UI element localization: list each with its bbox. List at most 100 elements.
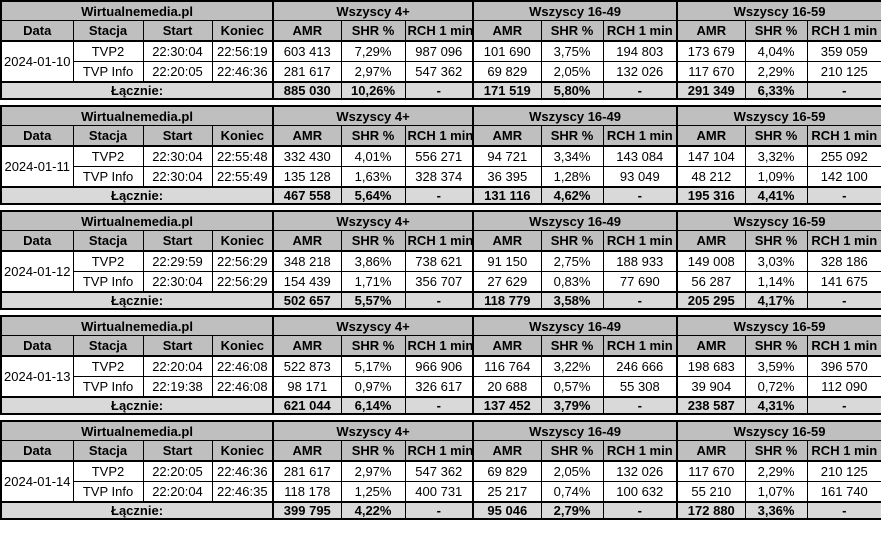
- total-shr-16-49-cell: 2,79%: [540, 501, 604, 520]
- shr-16-59-cell: 2,29%: [744, 61, 808, 83]
- date-cell: 2024-01-14: [0, 460, 74, 503]
- column-header-data: Data: [0, 440, 74, 462]
- station-cell: TVP2: [72, 460, 144, 482]
- shr-16-49-cell: 0,83%: [540, 271, 604, 293]
- start-time-cell: 22:20:04: [142, 355, 213, 377]
- start-time-cell: 22:20:05: [142, 460, 213, 482]
- group-header-all-16-49: Wszyscy 16-49: [472, 420, 678, 441]
- shr-4plus-cell: 1,71%: [340, 271, 406, 293]
- rch-4plus-cell: 328 374: [404, 166, 474, 188]
- column-header-shr: SHR %: [540, 20, 604, 42]
- column-header-koniec: Koniec: [211, 20, 274, 42]
- amr-16-59-cell: 149 008: [676, 250, 746, 272]
- total-amr-4plus-cell: 399 795: [272, 501, 342, 520]
- start-time-cell: 22:29:59: [142, 250, 213, 272]
- group-header-row: Wirtualnemedia.pl Wszyscy 4+ Wszyscy 16-…: [0, 210, 881, 231]
- column-header-stacja: Stacja: [72, 125, 144, 147]
- group-header-all-16-49: Wszyscy 16-49: [472, 210, 678, 231]
- end-time-cell: 22:46:08: [211, 376, 274, 398]
- shr-4plus-cell: 1,25%: [340, 481, 406, 503]
- column-header-shr: SHR %: [744, 20, 808, 42]
- rch-16-49-cell: 246 666: [602, 355, 678, 377]
- total-rch-16-59-cell: -: [806, 501, 881, 520]
- column-header-row: Data Stacja Start Koniec AMR SHR % RCH 1…: [0, 335, 881, 357]
- rch-16-59-cell: 328 186: [806, 250, 881, 272]
- total-rch-16-59-cell: -: [806, 186, 881, 205]
- group-header-row: Wirtualnemedia.pl Wszyscy 4+ Wszyscy 16-…: [0, 315, 881, 336]
- end-time-cell: 22:46:35: [211, 481, 274, 503]
- total-label: Łącznie:: [0, 291, 274, 310]
- total-shr-16-59-cell: 6,33%: [744, 81, 808, 100]
- amr-16-49-cell: 69 829: [472, 61, 542, 83]
- station-cell: TVP Info: [72, 271, 144, 293]
- station-cell: TVP2: [72, 145, 144, 167]
- station-cell: TVP2: [72, 355, 144, 377]
- amr-4plus-cell: 281 617: [272, 460, 342, 482]
- start-time-cell: 22:30:04: [142, 145, 213, 167]
- station-cell: TVP2: [72, 40, 144, 62]
- amr-16-49-cell: 91 150: [472, 250, 542, 272]
- column-header-shr: SHR %: [340, 335, 406, 357]
- amr-16-59-cell: 198 683: [676, 355, 746, 377]
- date-cell: 2024-01-11: [0, 145, 74, 188]
- total-rch-16-59-cell: -: [806, 396, 881, 415]
- station-row: 2024-01-14 TVP2 22:20:05 22:46:36 281 61…: [0, 460, 881, 503]
- rch-4plus-cell: 326 617: [404, 376, 474, 398]
- total-label: Łącznie:: [0, 501, 274, 520]
- shr-16-49-cell: 0,57%: [540, 376, 604, 398]
- total-rch-4plus-cell: -: [404, 396, 474, 415]
- total-shr-16-59-cell: 4,17%: [744, 291, 808, 310]
- end-time-cell: 22:56:19: [211, 40, 274, 62]
- column-header-start: Start: [142, 230, 213, 252]
- column-header-shr: SHR %: [340, 20, 406, 42]
- column-header-data: Data: [0, 20, 74, 42]
- rch-16-59-cell: 161 740: [806, 481, 881, 503]
- rch-16-49-cell: 132 026: [602, 61, 678, 83]
- total-shr-16-49-cell: 3,58%: [540, 291, 604, 310]
- amr-16-49-cell: 69 829: [472, 460, 542, 482]
- rch-16-59-cell: 141 675: [806, 271, 881, 293]
- column-header-rch: RCH 1 min: [602, 335, 678, 357]
- daily-ratings-table: Wirtualnemedia.pl Wszyscy 4+ Wszyscy 16-…: [0, 105, 881, 205]
- total-rch-4plus-cell: -: [404, 291, 474, 310]
- total-shr-4plus-cell: 4,22%: [340, 501, 406, 520]
- total-amr-16-59-cell: 195 316: [676, 186, 746, 205]
- total-amr-16-49-cell: 118 779: [472, 291, 542, 310]
- rch-16-59-cell: 210 125: [806, 460, 881, 482]
- group-header-all-4plus: Wszyscy 4+: [272, 0, 474, 21]
- start-time-cell: 22:19:38: [142, 376, 213, 398]
- total-label: Łącznie:: [0, 81, 274, 100]
- column-header-rch: RCH 1 min: [602, 20, 678, 42]
- date-cell: 2024-01-10: [0, 40, 74, 83]
- column-header-start: Start: [142, 20, 213, 42]
- daily-ratings-table: Wirtualnemedia.pl Wszyscy 4+ Wszyscy 16-…: [0, 315, 881, 415]
- column-header-amr: AMR: [272, 125, 342, 147]
- group-header-all-16-59: Wszyscy 16-59: [676, 0, 881, 21]
- column-header-shr: SHR %: [744, 335, 808, 357]
- start-time-cell: 22:30:04: [142, 271, 213, 293]
- column-header-amr: AMR: [676, 440, 746, 462]
- group-header-all-16-49: Wszyscy 16-49: [472, 0, 678, 21]
- total-amr-4plus-cell: 467 558: [272, 186, 342, 205]
- group-header-row: Wirtualnemedia.pl Wszyscy 4+ Wszyscy 16-…: [0, 0, 881, 21]
- column-header-amr: AMR: [676, 20, 746, 42]
- end-time-cell: 22:55:49: [211, 166, 274, 188]
- rch-16-49-cell: 77 690: [602, 271, 678, 293]
- total-rch-16-49-cell: -: [602, 81, 678, 100]
- column-header-data: Data: [0, 335, 74, 357]
- shr-16-59-cell: 3,32%: [744, 145, 808, 167]
- amr-16-49-cell: 116 764: [472, 355, 542, 377]
- column-header-amr: AMR: [272, 20, 342, 42]
- column-header-rch: RCH 1 min: [602, 230, 678, 252]
- column-header-stacja: Stacja: [72, 230, 144, 252]
- source-header: Wirtualnemedia.pl: [0, 315, 274, 336]
- shr-4plus-cell: 2,97%: [340, 460, 406, 482]
- column-header-koniec: Koniec: [211, 440, 274, 462]
- column-header-data: Data: [0, 230, 74, 252]
- column-header-rch: RCH 1 min: [404, 335, 474, 357]
- group-header-all-4plus: Wszyscy 4+: [272, 315, 474, 336]
- shr-4plus-cell: 5,17%: [340, 355, 406, 377]
- rch-16-59-cell: 112 090: [806, 376, 881, 398]
- column-header-start: Start: [142, 440, 213, 462]
- rch-16-49-cell: 55 308: [602, 376, 678, 398]
